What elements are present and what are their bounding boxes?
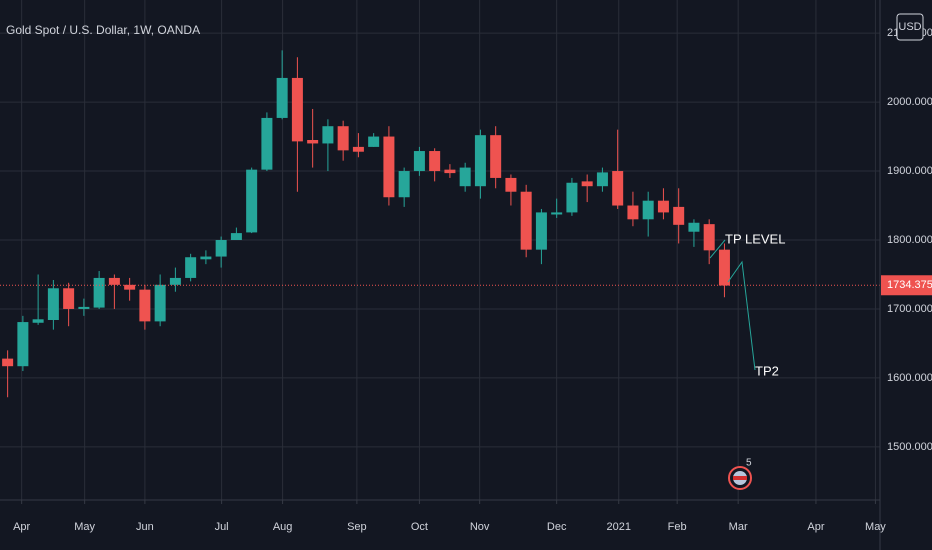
y-tick-label: 1700.000 xyxy=(887,303,932,315)
candle-body xyxy=(352,146,364,152)
candle-body xyxy=(200,256,212,260)
candle-body xyxy=(185,257,197,278)
x-tick-label: Dec xyxy=(547,521,567,533)
x-tick-label: Feb xyxy=(668,521,687,533)
candle-body xyxy=(673,206,685,225)
x-tick-label: May xyxy=(865,521,886,533)
candle-body xyxy=(444,169,456,174)
candle-body xyxy=(139,289,151,322)
candle-body xyxy=(596,172,608,187)
candle-body xyxy=(505,177,517,192)
candle-body xyxy=(551,212,563,215)
candle-body xyxy=(322,126,334,144)
x-tick-label: Nov xyxy=(470,521,490,533)
candle-body xyxy=(32,319,44,323)
candle-body xyxy=(688,222,700,232)
candle-body xyxy=(47,288,59,320)
candle-body xyxy=(108,277,120,285)
candle-body xyxy=(154,284,166,322)
annotation: TP LEVEL xyxy=(725,231,785,246)
currency-box[interactable] xyxy=(896,13,924,41)
drawing-line xyxy=(709,239,726,259)
candle-body xyxy=(230,233,242,240)
candle-body xyxy=(215,240,227,257)
y-tick-label: 1600.000 xyxy=(887,372,932,384)
x-tick-label: Sep xyxy=(347,521,367,533)
candle-body xyxy=(124,284,136,290)
candle-body xyxy=(78,306,90,309)
event-flag-stripe[interactable] xyxy=(733,476,747,480)
candle-body xyxy=(169,277,181,285)
candle-body xyxy=(398,171,410,198)
candle-body xyxy=(291,77,303,142)
candle-body xyxy=(276,77,288,118)
candle-body xyxy=(627,205,639,220)
candle-body xyxy=(93,277,105,308)
y-tick-label: 1500.000 xyxy=(887,441,932,453)
candle-body xyxy=(17,322,29,367)
candle-body xyxy=(368,136,380,147)
last-price-label: 1734.375 xyxy=(887,279,932,291)
x-tick-label: Aug xyxy=(273,521,293,533)
x-tick-label: Mar xyxy=(729,521,748,533)
candle-body xyxy=(535,212,547,250)
candle-body xyxy=(657,200,669,213)
candle-body xyxy=(520,191,532,250)
candle-body xyxy=(429,151,441,172)
y-tick-label: 2000.000 xyxy=(887,96,932,108)
annotation: TP2 xyxy=(755,363,779,378)
y-tick-label: 1800.000 xyxy=(887,234,932,246)
x-tick-label: Oct xyxy=(411,521,428,533)
x-tick-label: Apr xyxy=(13,521,30,533)
candle-body xyxy=(703,224,715,251)
candle-body xyxy=(2,358,14,367)
x-tick-label: May xyxy=(74,521,95,533)
candle-body xyxy=(261,117,273,170)
x-tick-label: 2021 xyxy=(607,521,631,533)
candle-body xyxy=(718,249,730,286)
candle-body xyxy=(581,181,593,187)
candle-body xyxy=(490,135,502,178)
candle-body xyxy=(642,200,654,220)
candle-body xyxy=(383,136,395,198)
x-tick-label: Apr xyxy=(807,521,824,533)
candle-body xyxy=(459,167,471,187)
x-tick-label: Jun xyxy=(136,521,154,533)
candle-body xyxy=(566,182,578,213)
x-tick-label: Jul xyxy=(215,521,229,533)
chart-title: Gold Spot / U.S. Dollar, 1W, OANDA xyxy=(6,23,200,37)
candle-body xyxy=(246,169,258,233)
event-badge[interactable]: 5 xyxy=(746,458,752,469)
candle-body xyxy=(307,140,319,144)
event-icon[interactable]: 5 xyxy=(728,458,752,490)
candle-body xyxy=(63,288,75,309)
currency-label[interactable]: USD xyxy=(898,21,921,33)
last-price-tag xyxy=(881,275,932,296)
candle-body xyxy=(413,151,425,172)
candle-body xyxy=(474,135,486,187)
candle-body xyxy=(612,171,624,206)
drawing-line xyxy=(727,260,756,371)
candle-body xyxy=(337,126,349,151)
y-tick-label: 1900.000 xyxy=(887,165,932,177)
